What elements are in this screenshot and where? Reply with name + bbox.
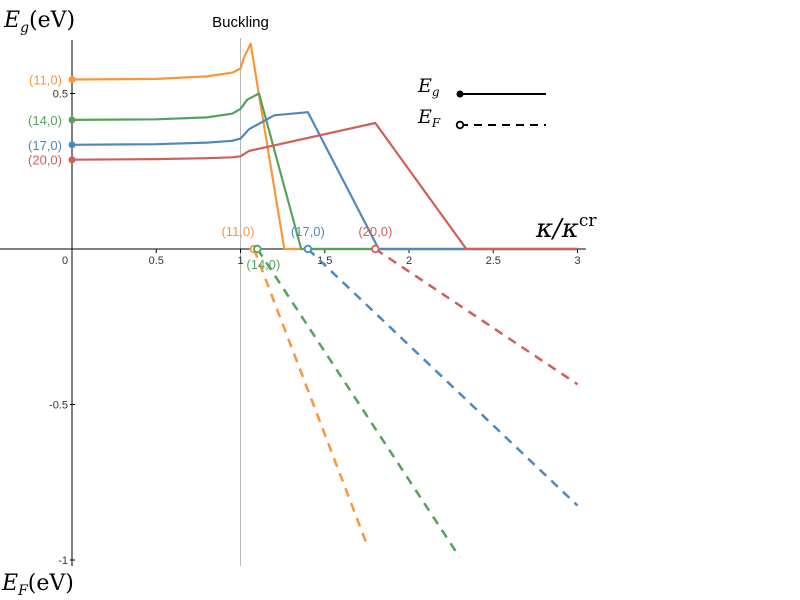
x-tick-label: 1 [237, 255, 243, 267]
gap-line [71, 92, 578, 251]
series-label-fermi: (17,0) [291, 224, 325, 239]
fermi-start-marker [303, 244, 313, 254]
x-axis-title-main: κ/κ [535, 214, 579, 244]
legend-label: Eg [417, 75, 440, 99]
y-axis-title-top-sub: g [20, 20, 29, 36]
legend-marker [456, 90, 464, 98]
x-axis-title: κ/κcr [535, 211, 597, 244]
gap-start-marker [68, 141, 76, 149]
y-tick-label: 0.5 [53, 89, 68, 101]
series-group [68, 111, 579, 507]
gap-line [71, 42, 578, 251]
series-label-left: (11,0) [29, 73, 62, 88]
y-axis-title-bottom: EF(eV) [1, 571, 74, 599]
series-layer [68, 42, 579, 558]
x-tick-label: 2 [406, 255, 412, 267]
series-label-left: (17,0) [28, 138, 62, 153]
series-label-fermi: (20,0) [358, 224, 392, 239]
legend-label-sub: g [432, 85, 440, 99]
legend-marker [455, 120, 465, 130]
y-axis-title-bottom-unit: (eV) [28, 571, 74, 596]
gap-line [71, 121, 578, 251]
gap-start-marker [68, 116, 76, 124]
series-label-left: (20,0) [28, 153, 62, 168]
x-tick-label: 3 [574, 255, 580, 267]
x-tick-label: 0 [62, 255, 68, 267]
fermi-start-marker [253, 244, 262, 254]
fermi-line [252, 248, 369, 545]
y-axis-title-top-unit: (eV) [29, 8, 75, 33]
gap-line [71, 111, 578, 251]
x-axis-title-sup: cr [579, 211, 598, 231]
series-label-fermi: (14,0) [246, 257, 280, 272]
fermi-line [307, 248, 579, 507]
series-group [68, 92, 578, 558]
series-label-fermi: (11,0) [221, 224, 254, 239]
x-tick-label: 2.5 [486, 255, 501, 267]
gap-start-marker [68, 76, 76, 84]
legend-label-sub: F [431, 116, 441, 130]
gap-start-marker [68, 156, 76, 164]
label-layer: BucklingEg(eV)EF(eV)κ/κcr(11,0)(11,0)(14… [1, 8, 597, 599]
x-tick-label: 1.5 [317, 255, 332, 267]
legend-label: EF [417, 106, 441, 130]
y-tick-label: -1 [58, 555, 68, 567]
fermi-line [374, 247, 579, 386]
legend-label-main: E [417, 75, 432, 97]
y-tick-label: -0.5 [49, 400, 68, 412]
fermi-line [256, 248, 461, 558]
legend-label-main: E [417, 106, 432, 128]
fermi-start-marker [371, 244, 380, 254]
y-axis-title-bottom-sub: F [17, 583, 29, 599]
y-axis-title-top: Eg(eV) [3, 8, 75, 36]
buckling-annotation: Buckling [212, 14, 269, 31]
y-axis-title-top-main: E [3, 8, 20, 33]
series-label-left: (14,0) [28, 113, 62, 128]
x-tick-label: 0.5 [149, 255, 164, 267]
series-group [68, 121, 579, 386]
y-axis-title-bottom-main: E [1, 571, 18, 596]
